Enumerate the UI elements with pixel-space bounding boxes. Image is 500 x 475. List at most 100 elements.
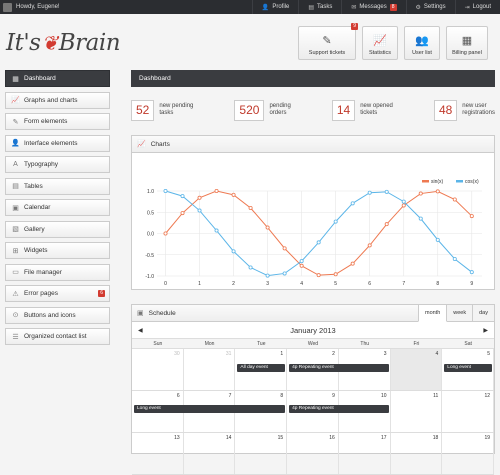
weekday-label: Wed — [307, 341, 319, 347]
topbar-link-tasks[interactable]: ▤ Tasks — [298, 0, 341, 14]
sidebar-item-organized-contact-list[interactable]: ☰ Organized contact list — [5, 328, 110, 345]
calendar-day[interactable]: 11 — [391, 391, 443, 432]
weekday-label: Mon — [204, 341, 215, 347]
calendar-week: 6 7 8 9 10 11 12 Long event 4p Repeating event — [132, 391, 494, 433]
calendar-event[interactable]: 4p Repeating event — [289, 364, 389, 372]
x-tick-label: 5 — [334, 281, 337, 287]
prev-month-button[interactable]: ◀ — [138, 327, 143, 334]
sidebar-item-label: Buttons and icons — [24, 311, 76, 319]
calendar-event[interactable]: Long event — [134, 405, 286, 413]
data-point — [282, 246, 287, 251]
settings-icon: ⚙ — [415, 4, 421, 11]
data-point — [452, 197, 457, 202]
calendar-day[interactable]: 31 — [184, 349, 236, 390]
calendar-event[interactable]: All day event — [237, 364, 286, 372]
stat-value: 48 — [433, 99, 458, 121]
tab-day[interactable]: day — [473, 304, 495, 322]
sidebar-item-file-manager[interactable]: ▭ File manager — [5, 263, 110, 281]
y-tick-label: 1.0 — [147, 189, 154, 195]
data-point — [384, 189, 389, 194]
sidebar-item-label: Interface elements — [24, 139, 78, 147]
data-point — [401, 199, 406, 204]
quick-button-billing-panel[interactable]: ▦ Billing panel — [446, 26, 488, 60]
x-tick-label: 4 — [300, 281, 303, 287]
users-icon: 👥 — [415, 35, 429, 47]
calendar-day[interactable]: 10 — [339, 391, 391, 432]
stat-value: 52 — [131, 99, 155, 121]
sidebar-item-label: Dashboard — [24, 75, 56, 82]
topbar-link-label: Messages — [359, 4, 387, 10]
charts-header: 📈 Charts — [132, 136, 494, 153]
weekday-label: Sun — [153, 341, 163, 347]
calendar-day[interactable]: 1 — [235, 349, 288, 390]
sidebar-item-calendar[interactable]: ▣ Calendar — [5, 199, 110, 216]
x-tick-label: 2 — [232, 281, 235, 287]
x-tick-label: 9 — [470, 281, 473, 287]
sidebar-item-graphs-and-charts[interactable]: 📈 Graphs and charts — [5, 91, 110, 109]
calendar-nav: ◀ January 2013 ▶ — [132, 322, 494, 339]
calendar-day[interactable]: 5 — [442, 349, 494, 390]
next-month-button[interactable]: ▶ — [483, 327, 488, 334]
sidebar-item-interface-elements[interactable]: 👤 Interface elements — [5, 134, 110, 152]
quick-button-statistics[interactable]: 📈 Statistics — [362, 26, 398, 60]
calendar-day[interactable]: 13 — [132, 433, 184, 474]
weekday-label: Thu — [360, 341, 370, 347]
logo[interactable]: It's❦Brain — [6, 30, 121, 56]
calendar-day[interactable]: 3 — [339, 349, 391, 390]
avatar — [3, 2, 12, 12]
quick-button-support-tickets[interactable]: ✎ Support tickets 9 — [298, 23, 358, 60]
stat-value: 14 — [331, 99, 356, 121]
stat-label: new pending tasks — [159, 103, 194, 116]
y-tick-label: -1.0 — [145, 274, 154, 280]
x-tick-label: 7 — [402, 281, 405, 287]
x-tick-label: 1 — [198, 281, 201, 287]
topbar-link-profile[interactable]: 👤 Profile — [251, 0, 299, 14]
quick-button-label: Statistics — [368, 50, 391, 56]
data-point — [333, 272, 338, 277]
charts-title: Charts — [150, 140, 170, 148]
data-point — [316, 273, 321, 278]
stats-row: 52 new pending tasks 520 pending orders 14 ne… — [131, 99, 495, 121]
sidebar-item-dashboard[interactable]: ▦ Dashboard — [5, 70, 110, 87]
sidebar-item-label: Graphs and charts — [24, 96, 78, 104]
sidebar-item-gallery[interactable]: ▧ Gallery — [5, 220, 110, 238]
topbar-link-messages[interactable]: ✉ Messages 8 — [341, 0, 405, 14]
sidebar-item-typography[interactable]: A Typography — [5, 156, 110, 173]
data-point — [350, 201, 355, 206]
sidebar-item-widgets[interactable]: ⊞ Widgets — [5, 242, 110, 259]
notification-badge: 8 — [389, 3, 397, 11]
data-point — [435, 189, 440, 194]
sidebar-item-form-elements[interactable]: ✎ Form elements — [5, 113, 110, 130]
calendar-day[interactable]: 18 — [391, 433, 443, 474]
calendar-day[interactable]: 15 — [235, 433, 288, 474]
weekday-label: Sat — [464, 341, 472, 347]
user-greeting[interactable]: Howdy, Eugene! — [0, 2, 252, 12]
legend-label: cos(x) — [465, 179, 479, 185]
sidebar-item-error-pages[interactable]: ⚠ Error pages 6 — [5, 285, 110, 302]
calendar-day[interactable]: 14 — [184, 433, 236, 474]
topbar-link-label: Tasks — [317, 4, 333, 10]
data-point — [384, 222, 389, 227]
quick-button-user-list[interactable]: 👥 User list — [404, 26, 440, 60]
y-tick-label: 0.0 — [147, 232, 154, 238]
tab-month[interactable]: month — [417, 304, 448, 322]
topbar-link-label: Logout — [472, 4, 491, 10]
calendar-day[interactable]: 4 — [390, 349, 443, 390]
topbar-link-settings[interactable]: ⚙ Settings — [405, 0, 455, 14]
stat-label: new user registrations — [462, 103, 495, 116]
data-point — [350, 261, 355, 266]
calendar-day[interactable]: 30 — [132, 349, 184, 390]
sidebar-item-buttons-and-icons[interactable]: ⊙ Buttons and icons — [5, 306, 110, 324]
sidebar-item-tables[interactable]: ▤ Tables — [5, 177, 110, 195]
calendar-day[interactable]: 8 — [235, 391, 288, 432]
tab-week[interactable]: week — [447, 304, 474, 322]
calendar-day[interactable]: 19 — [442, 433, 494, 474]
topbar-link-logout[interactable]: ⇥ Logout — [454, 0, 500, 14]
calendar-day[interactable]: 16 — [287, 433, 339, 474]
calendar-day[interactable]: 12 — [442, 391, 494, 432]
calendar-event[interactable]: 4p Repeating event — [289, 405, 389, 413]
calendar-event[interactable]: Long event — [444, 364, 492, 372]
calendar-day[interactable]: 17 — [339, 433, 391, 474]
data-point — [214, 228, 219, 233]
calendar-icon: ▣ — [12, 204, 19, 212]
